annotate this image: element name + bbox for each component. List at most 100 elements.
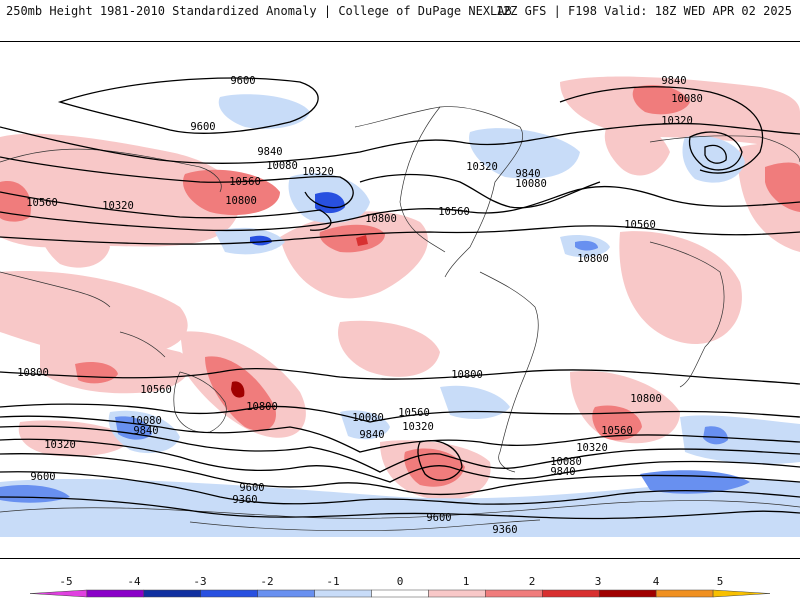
contour-line xyxy=(0,496,800,520)
contour-label: 10320 xyxy=(402,421,434,433)
contour-line xyxy=(359,173,601,209)
colorbar-segments xyxy=(29,589,771,598)
contour-label: 10080 xyxy=(266,160,298,172)
colorbar-tick-label: 3 xyxy=(595,575,602,588)
anomaly-positive xyxy=(632,85,690,115)
anomaly-negative xyxy=(469,128,580,179)
contour-line xyxy=(0,185,800,232)
contour-line xyxy=(0,403,800,423)
contour-label: 10320 xyxy=(102,200,134,212)
colorbar-tick-label: -5 xyxy=(59,575,72,588)
contour-line xyxy=(0,471,800,505)
coastlines xyxy=(0,106,800,532)
contour-line xyxy=(0,191,332,231)
contour-label: 9600 xyxy=(239,482,264,494)
contour-label: 10800 xyxy=(246,401,278,413)
colorbar-segment xyxy=(143,589,202,598)
anomaly-positive xyxy=(619,231,742,344)
contour-line xyxy=(57,77,319,134)
contour-label: 10800 xyxy=(577,253,609,265)
contour-label: 9840 xyxy=(133,425,158,437)
colorbar-tick-label: 2 xyxy=(529,575,536,588)
contour-label: 9600 xyxy=(30,471,55,483)
contour-line xyxy=(704,144,727,164)
anomaly-negative xyxy=(440,385,510,419)
anomaly-positive xyxy=(40,337,190,394)
contour-label: 10080 xyxy=(130,415,162,427)
height-contours xyxy=(0,77,800,520)
colorbar-tick-label: 1 xyxy=(463,575,470,588)
colorbar-segment xyxy=(428,589,486,598)
anomaly-positive xyxy=(319,224,385,253)
contour-line xyxy=(0,453,800,496)
colorbar-segment xyxy=(371,589,429,598)
map-canvas: 9600 9600 9840 10080 10320 10560 10320 1… xyxy=(0,75,800,537)
contour-labels: 9600 9600 9840 10080 10320 10560 10320 1… xyxy=(17,75,703,536)
contour-line xyxy=(0,122,800,164)
contour-line xyxy=(0,156,354,209)
contour-line xyxy=(0,367,800,385)
contour-label: 10800 xyxy=(17,367,49,379)
colorbar-tick-label: 4 xyxy=(653,575,660,588)
contour-label: 10080 xyxy=(515,178,547,190)
contour-label: 10560 xyxy=(26,197,58,209)
contour-label: 9360 xyxy=(492,524,517,536)
colorbar-ticks: -5 -4 -3 -2 -1 0 1 2 3 4 5 xyxy=(59,575,723,588)
contour-line xyxy=(559,86,764,174)
colorbar-tick-label: -4 xyxy=(127,575,141,588)
anomaly-positive xyxy=(338,320,440,377)
contour-label: 10560 xyxy=(229,176,261,188)
contour-label: 10320 xyxy=(661,115,693,127)
contour-line xyxy=(0,225,800,245)
contour-label: 10800 xyxy=(451,369,483,381)
colorbar-tick-label: -2 xyxy=(260,575,273,588)
contour-label: 10560 xyxy=(438,206,470,218)
anomaly-negative xyxy=(575,240,598,251)
colorbar-segment xyxy=(29,589,88,598)
colorbar-tick-label: 0 xyxy=(397,575,404,588)
contour-label: 9840 xyxy=(661,75,686,87)
contour-label: 10800 xyxy=(630,393,662,405)
anomaly-positive xyxy=(38,216,110,268)
colorbar-segment xyxy=(655,589,714,598)
contour-line xyxy=(0,438,800,483)
contour-label: 10560 xyxy=(398,407,430,419)
contour-label: 9600 xyxy=(190,121,215,133)
anomaly-positive xyxy=(280,211,428,299)
contour-label: 10080 xyxy=(352,412,384,424)
contour-label: 10080 xyxy=(671,93,703,105)
contour-label: 9840 xyxy=(359,429,384,441)
anomaly-positive xyxy=(0,181,31,222)
colorbar-segment xyxy=(485,589,543,598)
contour-label: 10560 xyxy=(140,384,172,396)
anomaly-colorbar: -5 -4 -3 -2 -1 0 1 2 3 4 5 xyxy=(29,575,771,598)
contour-label: 10320 xyxy=(466,161,498,173)
contour-label: 10320 xyxy=(302,166,334,178)
colorbar-segment xyxy=(314,589,372,598)
contour-line xyxy=(688,131,743,171)
anomaly-positive xyxy=(765,162,800,212)
contour-line xyxy=(0,415,800,453)
contour-label: 10560 xyxy=(624,219,656,231)
colorbar-segment xyxy=(200,589,258,598)
contour-label: 9600 xyxy=(230,75,255,87)
colorbar-segment xyxy=(712,589,771,598)
contour-label: 9840 xyxy=(550,466,575,478)
contour-label: 10080 xyxy=(550,456,582,468)
anomaly-negative xyxy=(218,94,310,129)
anomaly-negative xyxy=(682,135,745,183)
contour-line xyxy=(0,425,800,473)
colorbar-segment xyxy=(598,589,657,598)
anomaly-positive xyxy=(560,76,800,152)
contour-label: 10800 xyxy=(225,195,257,207)
anomaly-positive xyxy=(356,235,368,246)
contour-label: 10320 xyxy=(44,439,76,451)
anomaly-positive xyxy=(604,120,670,176)
colorbar-segment xyxy=(257,589,315,598)
contour-label: 10800 xyxy=(365,213,397,225)
anomaly-negative xyxy=(0,479,800,537)
map-panel: 9600 9600 9840 10080 10320 10560 10320 1… xyxy=(0,41,800,559)
anomaly-positive xyxy=(0,271,188,358)
colorbar-segment xyxy=(86,589,145,598)
colorbar-tick-label: -1 xyxy=(326,575,339,588)
